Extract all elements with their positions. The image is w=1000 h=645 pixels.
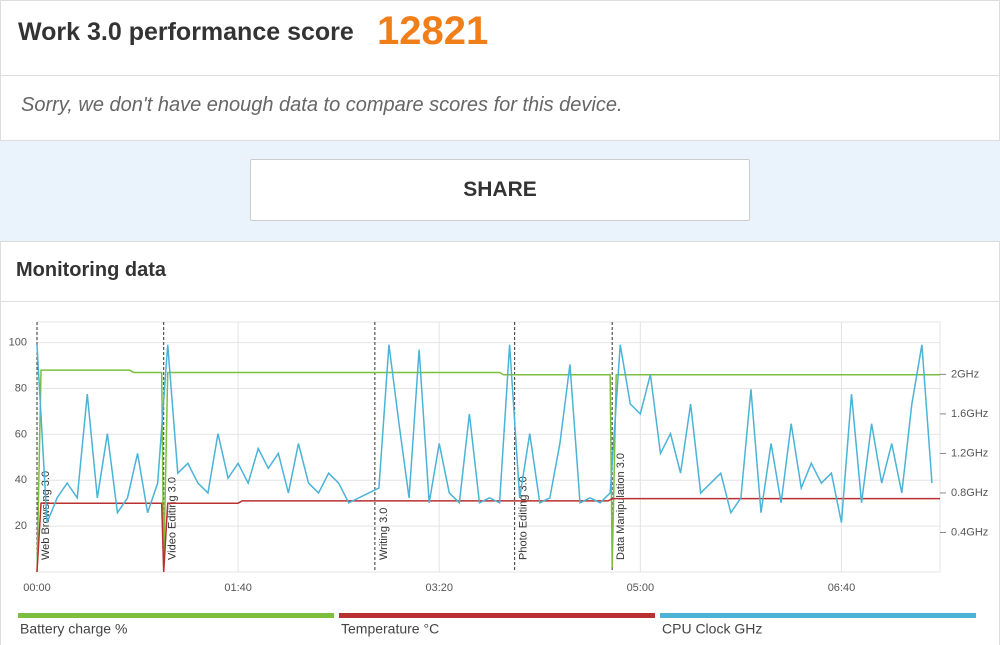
chart: 20 40 60 80 100 00:00 01:40 03:20 05:00 06:40 0.4G… bbox=[9, 321, 988, 637]
x-tick-label: 05:00 bbox=[627, 582, 655, 594]
legend-label: Temperature °C bbox=[341, 621, 439, 637]
y2-tick-label: 1.6GHz bbox=[951, 408, 988, 420]
series-line bbox=[36, 344, 933, 523]
score-card: Work 3.0 performance score 12821 bbox=[0, 0, 1000, 76]
score: 12821 bbox=[377, 9, 489, 53]
x-tick-label: 06:40 bbox=[828, 582, 856, 594]
y-tick-label: 20 bbox=[15, 520, 27, 532]
y2-tick-label: 1.2GHz bbox=[951, 447, 988, 459]
legend-swatch bbox=[339, 613, 655, 618]
legend-label: CPU Clock GHz bbox=[662, 621, 762, 637]
y2-tick-label: 0.4GHz bbox=[951, 526, 988, 538]
y-tick-label: 80 bbox=[15, 382, 27, 394]
y-tick-label: 100 bbox=[9, 337, 27, 349]
x-tick-label: 01:40 bbox=[224, 582, 252, 594]
test-marker-label: Data Manipulation 3.0 bbox=[615, 453, 627, 560]
y2-tick-label: 2GHz bbox=[951, 368, 979, 380]
legend-label: Battery charge % bbox=[20, 621, 127, 637]
notice: Sorry, we don't have enough data to comp… bbox=[21, 94, 623, 116]
series-line bbox=[36, 497, 940, 573]
test-marker-label: Writing 3.0 bbox=[378, 508, 390, 560]
separator bbox=[1, 301, 999, 302]
notice-card: Sorry, we don't have enough data to comp… bbox=[0, 75, 1000, 141]
series-line bbox=[36, 369, 940, 573]
y-tick-label: 60 bbox=[15, 428, 27, 440]
x-tick-label: 03:20 bbox=[425, 582, 453, 594]
y2-tick-label: 0.8GHz bbox=[951, 487, 988, 499]
test-marker-label: Photo Editing 3.0 bbox=[518, 476, 530, 560]
x-tick-label: 00:00 bbox=[23, 582, 51, 594]
test-marker-label: Video Editing 3.0 bbox=[167, 477, 179, 560]
legend-swatch bbox=[18, 613, 334, 618]
legend-swatch bbox=[660, 613, 976, 618]
y-tick-label: 40 bbox=[15, 474, 27, 486]
monitoring-title: Monitoring data bbox=[16, 259, 166, 281]
title: Work 3.0 performance score bbox=[18, 18, 354, 46]
share-button[interactable]: SHARE bbox=[250, 159, 750, 221]
